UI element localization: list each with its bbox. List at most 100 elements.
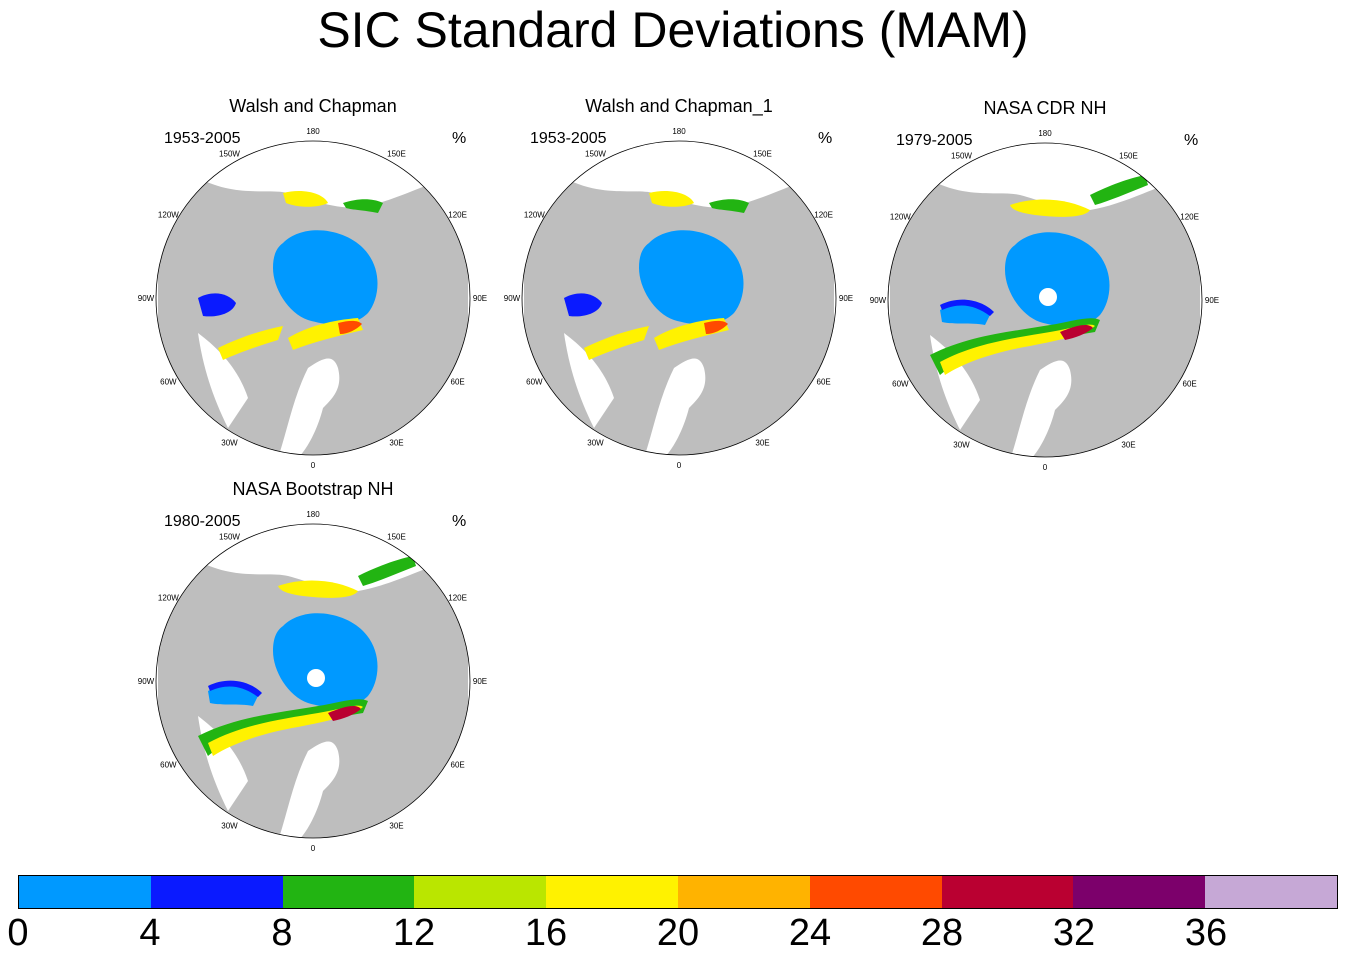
okhotsk-sea-ice bbox=[1090, 175, 1148, 205]
longitude-label: 150W bbox=[219, 532, 240, 541]
longitude-label: 60W bbox=[160, 761, 177, 770]
colorbar-swatch bbox=[941, 876, 1074, 908]
longitude-label: 60E bbox=[817, 378, 831, 387]
colorbar-swatch bbox=[282, 876, 415, 908]
colorbar-tick-label: 0 bbox=[7, 912, 29, 954]
panel-unit: % bbox=[818, 130, 833, 147]
longitude-label: 120E bbox=[448, 211, 467, 220]
panel-walsh-chapman: Walsh and Chapman 1953-2005 % 180 150E 120… bbox=[138, 96, 518, 470]
longitude-label: 150E bbox=[387, 149, 406, 158]
atlantic-ice-edge-mid bbox=[940, 324, 1095, 375]
colorbar-swatch bbox=[677, 876, 810, 908]
longitude-label: 60W bbox=[892, 380, 909, 389]
panel-walsh-chapman-1: Walsh and Chapman_1 1953-2005 % 180 150E 1… bbox=[504, 96, 884, 470]
atlantic-ice-edge-mid bbox=[208, 705, 363, 756]
colorbar-swatch bbox=[1205, 876, 1337, 908]
scandinavia bbox=[725, 353, 742, 393]
north-atlantic bbox=[278, 358, 340, 455]
panel-title: Walsh and Chapman bbox=[229, 96, 397, 116]
longitude-label: 150W bbox=[951, 151, 972, 160]
longitude-label: 90W bbox=[138, 294, 155, 303]
colorbar-swatch bbox=[1073, 876, 1206, 908]
panel-period: 1979-2005 bbox=[896, 132, 973, 149]
longitude-label: 180 bbox=[306, 127, 320, 136]
longitude-label: 120E bbox=[448, 594, 467, 603]
longitude-label: 90W bbox=[870, 296, 887, 305]
colorbar-swatch bbox=[150, 876, 283, 908]
panel-unit: % bbox=[452, 513, 467, 530]
longitude-label: 0 bbox=[311, 844, 316, 853]
labrador-sea bbox=[564, 333, 614, 428]
longitude-label: 150E bbox=[387, 532, 406, 541]
central-arctic-sea-ice bbox=[639, 230, 744, 325]
colorbar-tick-label: 36 bbox=[1184, 912, 1228, 954]
longitude-label: 60E bbox=[451, 378, 465, 387]
longitude-label: 120E bbox=[1180, 213, 1199, 222]
polar-map: 180 150E 120E 90E 60E 30E 0 30W 60W 90W 120W 150W bbox=[138, 510, 487, 853]
longitude-label: 150W bbox=[585, 149, 606, 158]
longitude-label: 0 bbox=[677, 461, 682, 470]
longitude-label: 30E bbox=[1121, 441, 1135, 450]
longitude-label: 30W bbox=[587, 439, 604, 448]
hudson-bay-ice bbox=[198, 293, 236, 317]
panel-nasa-cdr: NASA CDR NH 1979-2005 % 180 150E 120E 90E 60… bbox=[870, 98, 1250, 472]
colorbar bbox=[18, 875, 1338, 909]
panel-title: Walsh and Chapman_1 bbox=[585, 96, 773, 116]
okhotsk-sea-ice bbox=[358, 556, 416, 586]
longitude-label: 60E bbox=[451, 761, 465, 770]
scandinavia bbox=[1091, 355, 1108, 395]
colorbar-swatch bbox=[546, 876, 678, 908]
central-arctic-sea-ice bbox=[1005, 232, 1110, 327]
longitude-label: 120W bbox=[158, 594, 179, 603]
colorbar-tick-label: 24 bbox=[788, 912, 832, 954]
hudson-bay-ice bbox=[940, 304, 990, 325]
longitude-label: 120E bbox=[814, 211, 833, 220]
longitude-label: 90E bbox=[839, 294, 853, 303]
bering-sea-ice bbox=[283, 191, 328, 207]
panel-unit: % bbox=[1184, 132, 1199, 149]
longitude-label: 150E bbox=[1119, 151, 1138, 160]
map-content bbox=[522, 141, 836, 455]
longitude-label: 150W bbox=[219, 149, 240, 158]
longitude-label: 90E bbox=[473, 294, 487, 303]
scandinavia bbox=[359, 353, 376, 393]
longitude-label: 60W bbox=[160, 378, 177, 387]
colorbar-swatch bbox=[809, 876, 942, 908]
barents-sea-peak bbox=[1060, 325, 1093, 340]
main-title: SIC Standard Deviations (MAM) bbox=[317, 2, 1029, 58]
panel-nasa-bootstrap: NASA Bootstrap NH 1980-2005 % 180 150E 120… bbox=[138, 479, 518, 853]
colorbar-tick-label: 28 bbox=[920, 912, 964, 954]
longitude-label: 90E bbox=[1205, 296, 1219, 305]
barents-sea-peak bbox=[704, 320, 728, 334]
panel-title: NASA Bootstrap NH bbox=[232, 479, 394, 499]
map-boundary bbox=[521, 140, 837, 456]
longitude-label: 30W bbox=[953, 441, 970, 450]
barents-sea-peak bbox=[328, 706, 361, 721]
panel-period: 1953-2005 bbox=[164, 130, 241, 147]
longitude-label: 30W bbox=[221, 439, 238, 448]
colorbar-tick-label: 8 bbox=[271, 912, 293, 954]
longitude-label: 180 bbox=[1038, 129, 1052, 138]
panel-period: 1980-2005 bbox=[164, 513, 241, 530]
central-arctic-sea-ice bbox=[273, 230, 378, 325]
panel-period: 1953-2005 bbox=[530, 130, 607, 147]
longitude-label: 30E bbox=[389, 439, 403, 448]
longitude-label: 90E bbox=[473, 677, 487, 686]
longitude-label: 90W bbox=[504, 294, 521, 303]
colorbar-tick-label: 16 bbox=[524, 912, 568, 954]
bering-sea-ice bbox=[1010, 199, 1090, 217]
longitude-label: 60W bbox=[526, 378, 543, 387]
north-atlantic bbox=[1010, 360, 1072, 457]
longitude-label: 0 bbox=[1043, 463, 1048, 472]
longitude-label: 180 bbox=[672, 127, 686, 136]
map-content bbox=[156, 141, 470, 455]
labrador-sea bbox=[198, 333, 248, 428]
polar-map: 180 150E 120E 90E 60E 30E 0 30W 60W 90W 120W 150W bbox=[138, 127, 487, 470]
bering-sea-ice bbox=[278, 580, 358, 598]
polar-map: 180 150E 120E 90E 60E 30E 0 30W 60W 90W 120W 150W bbox=[870, 129, 1219, 472]
longitude-label: 120W bbox=[890, 213, 911, 222]
colorbar-tick-label: 20 bbox=[656, 912, 700, 954]
map-boundary bbox=[155, 140, 471, 456]
longitude-label: 30W bbox=[221, 822, 238, 831]
baffin-ice-edge bbox=[584, 326, 649, 360]
